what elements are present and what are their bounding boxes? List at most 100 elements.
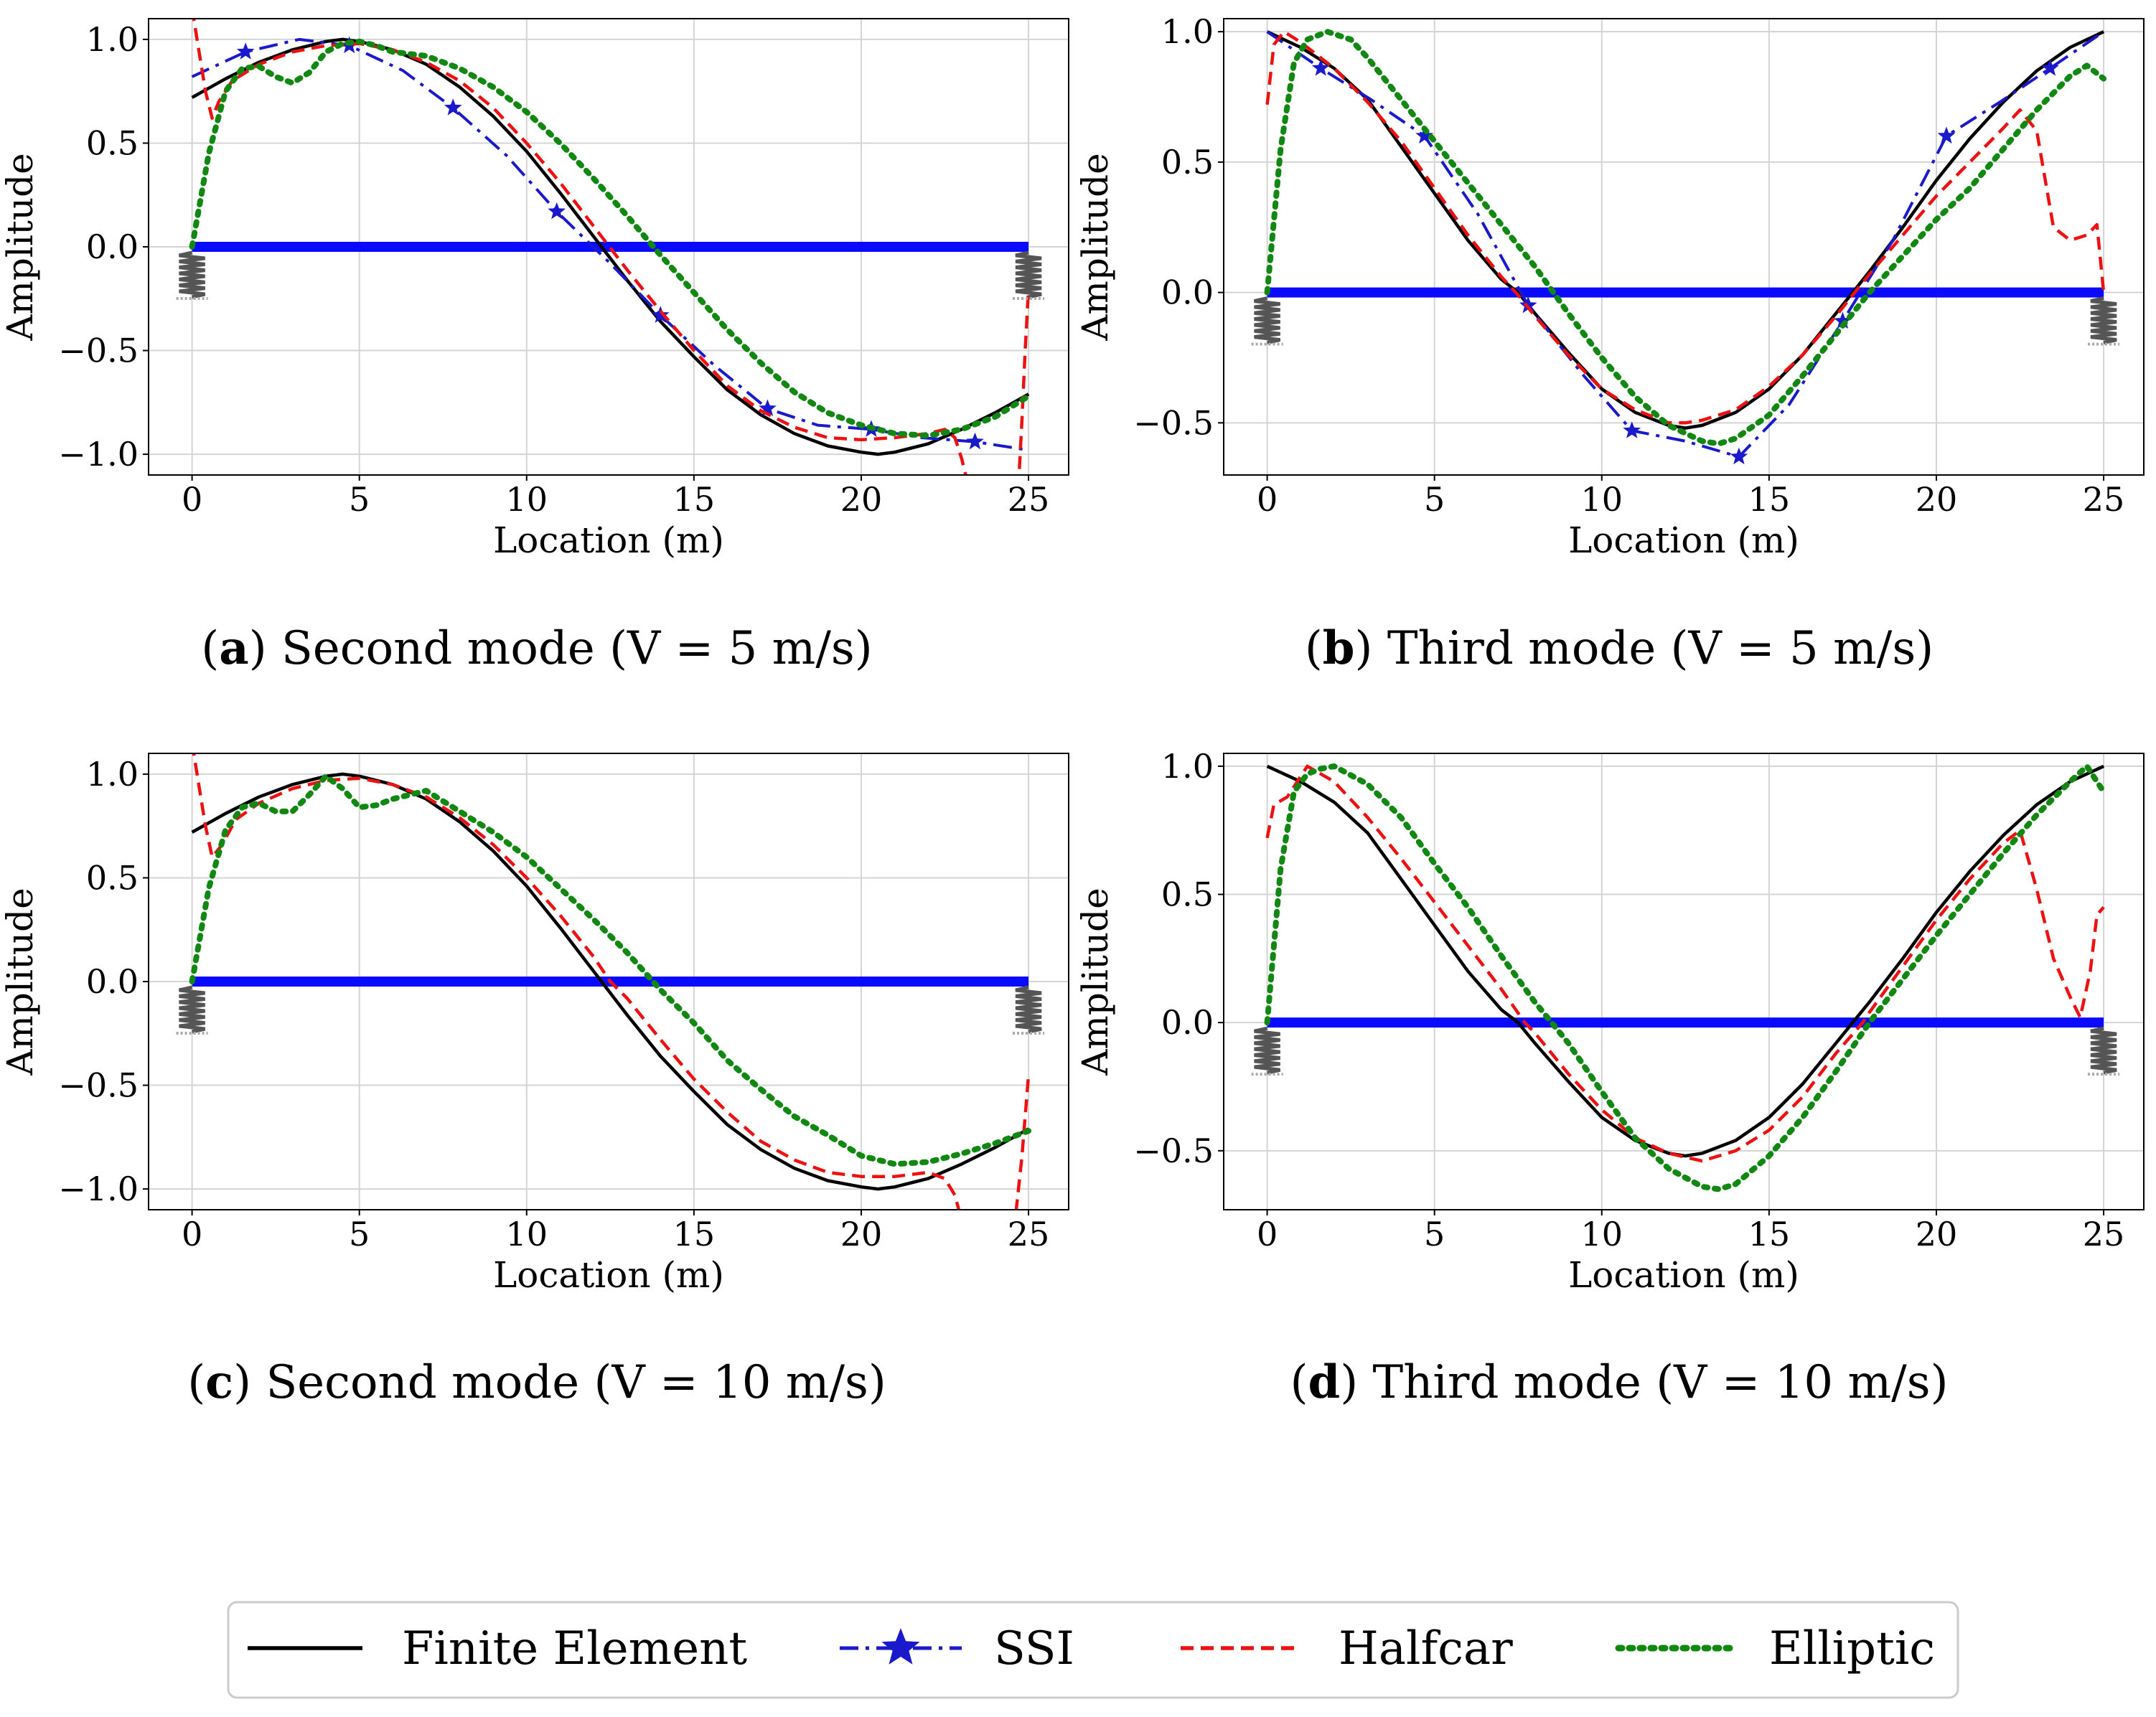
axes-frame <box>148 18 1069 476</box>
y-tick-label: 0.5 <box>1161 875 1214 914</box>
panel-caption: (b) Third mode (V = 5 m/s) <box>1305 621 1934 675</box>
x-tick-label: 25 <box>1008 1215 1050 1253</box>
y-tick-label: 1.0 <box>1161 12 1214 51</box>
caption-paren: ) <box>1340 1356 1358 1409</box>
spring-coil <box>1254 1026 1281 1075</box>
x-tick-label: 15 <box>1748 480 1791 519</box>
y-axis-label: Amplitude <box>0 153 41 341</box>
x-tick-label: 20 <box>840 1215 883 1253</box>
ssi-marker <box>1519 296 1537 314</box>
panel-caption: (a) Second mode (V = 5 m/s) <box>201 621 872 675</box>
caption-paren: ( <box>187 1356 205 1409</box>
x-tick-label: 25 <box>2083 480 2125 519</box>
x-tick-label: 5 <box>349 480 370 519</box>
panel-a: 0 5 10 15 20 25 −1.0 −0.5 0.0 0.5 1.0 Location (m) A… <box>0 18 1069 675</box>
series-elliptic <box>1264 29 2107 447</box>
legend: Finite Element SSI Halfcar Elliptic <box>227 1601 1959 1699</box>
x-tick-label: 20 <box>840 480 883 519</box>
spring-support-right <box>2088 1026 2120 1076</box>
caption-text: Second mode (V = 10 m/s) <box>251 1356 886 1409</box>
y-axis-label: Amplitude <box>1074 153 1116 341</box>
x-tick-label: 20 <box>1916 480 1958 519</box>
legend-item-ssi: SSI <box>840 1622 1074 1675</box>
ssi-marker <box>1623 421 1641 438</box>
x-tick-label: 5 <box>1424 480 1445 519</box>
x-tick-label: 10 <box>506 1215 548 1253</box>
panel-caption: (c) Second mode (V = 10 m/s) <box>187 1355 886 1409</box>
legend-box <box>227 1601 1959 1699</box>
ssi-marker <box>1937 126 1956 144</box>
y-tick-label: 0.0 <box>86 227 139 266</box>
spring-coil <box>179 250 206 299</box>
x-tick-label: 15 <box>1748 1215 1791 1253</box>
spring-support-left <box>176 985 208 1035</box>
ssi-marker <box>1730 447 1748 465</box>
plot-area <box>1264 29 2107 465</box>
panel-b: 0 5 10 15 20 25 −0.5 0.0 0.5 1.0 Location (m) Ampli… <box>1074 12 2145 675</box>
y-tick-label: −0.5 <box>58 331 139 370</box>
legend-item-elliptic: Elliptic <box>1615 1622 1935 1675</box>
series-halfcar <box>192 753 1031 1210</box>
series-elliptic <box>1264 763 2107 1193</box>
legend-label: SSI <box>994 1622 1074 1675</box>
x-tick-label: 0 <box>1257 1215 1278 1253</box>
caption-letter: c <box>205 1355 233 1409</box>
ssi-marker <box>444 98 462 116</box>
x-tick-label: 10 <box>1581 1215 1623 1253</box>
y-tick-label: −0.5 <box>58 1066 139 1105</box>
spring-coil <box>179 985 206 1034</box>
ssi-marker <box>1834 311 1852 329</box>
y-axis-label: Amplitude <box>1074 888 1116 1076</box>
axes-frame <box>148 753 1069 1210</box>
ssi-marker <box>548 202 566 220</box>
series-finite-element <box>191 37 1030 456</box>
x-axis-label: Location (m) <box>493 519 724 561</box>
y-tick-label: −1.0 <box>58 1170 139 1208</box>
x-tick-label: 0 <box>1257 480 1278 519</box>
y-tick-label: 0.0 <box>1161 1003 1214 1042</box>
series-finite-element <box>1266 764 2105 1158</box>
caption-letter: d <box>1308 1355 1340 1409</box>
caption-paren: ( <box>1290 1356 1308 1409</box>
y-tick-label: 1.0 <box>86 20 139 59</box>
x-tick-label: 25 <box>2083 1215 2125 1253</box>
panel-d: 0 5 10 15 20 25 −0.5 0.0 0.5 1.0 Location (m) Ampli… <box>1074 747 2145 1409</box>
panel-caption: (d) Third mode (V = 10 m/s) <box>1290 1355 1948 1409</box>
plot-area <box>189 19 1032 475</box>
y-axis-label: Amplitude <box>0 888 41 1076</box>
caption-paren: ( <box>201 622 219 675</box>
series-halfcar <box>1265 764 2105 1163</box>
x-tick-label: 0 <box>182 480 202 519</box>
caption-paren: ) <box>249 622 267 675</box>
spring-support-right <box>2088 296 2120 346</box>
axes-frame <box>1223 753 2145 1210</box>
y-tick-label: −0.5 <box>1133 403 1214 442</box>
ssi-marker <box>759 399 777 416</box>
x-tick-label: 0 <box>182 1215 202 1253</box>
x-tick-label: 5 <box>1424 1215 1445 1253</box>
ssi-marker <box>651 306 670 323</box>
caption-paren: ) <box>1355 622 1373 675</box>
panel-c: 0 5 10 15 20 25 −1.0 −0.5 0.0 0.5 1.0 Location (m) A… <box>0 753 1069 1409</box>
legend-item-halfcar: Halfcar <box>1181 1622 1513 1675</box>
caption-paren: ) <box>233 1356 251 1409</box>
series-halfcar <box>192 19 1031 475</box>
y-tick-label: 0.0 <box>86 962 139 1001</box>
spring-support-left <box>1251 1026 1283 1076</box>
ssi-marker <box>2041 59 2059 76</box>
x-tick-label: 10 <box>506 480 548 519</box>
spring-support-right <box>1013 985 1045 1035</box>
y-tick-label: −1.0 <box>58 435 139 474</box>
legend-label: Halfcar <box>1339 1622 1513 1675</box>
spring-coil <box>1254 296 1281 345</box>
spring-coil <box>1015 985 1042 1034</box>
x-axis-label: Location (m) <box>1568 1254 1799 1296</box>
legend-label: Finite Element <box>402 1622 747 1675</box>
series-ssi <box>1266 30 2105 458</box>
y-tick-label: 0.5 <box>86 123 139 162</box>
y-tick-label: −0.5 <box>1133 1132 1214 1170</box>
legend-item-finite-element: Finite Element <box>248 1622 747 1675</box>
series-elliptic <box>189 773 1032 1167</box>
y-tick-label: 1.0 <box>86 755 139 794</box>
ssi-marker <box>966 432 984 450</box>
